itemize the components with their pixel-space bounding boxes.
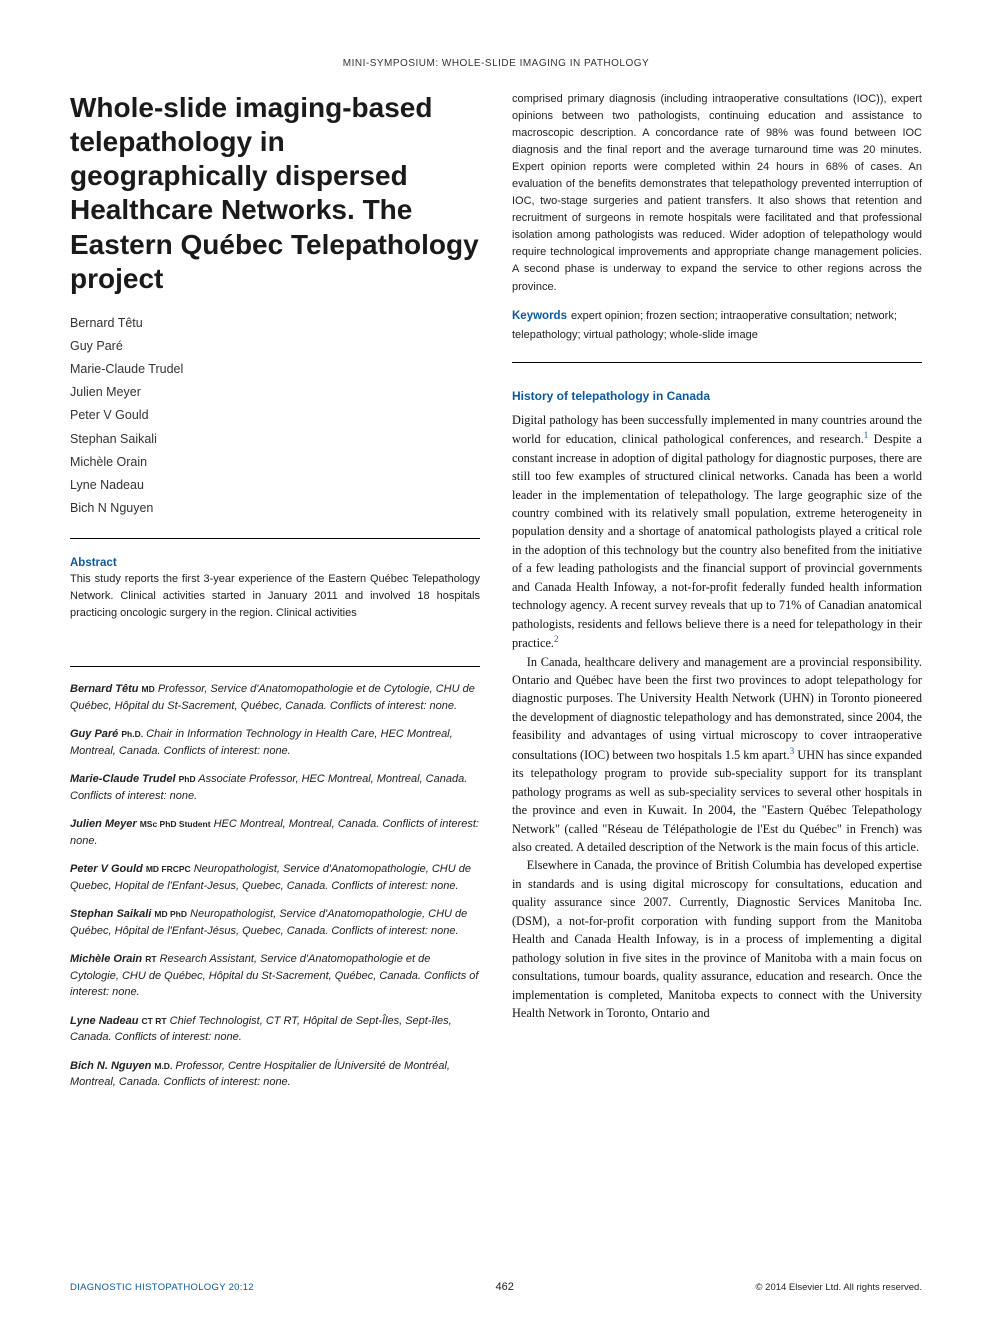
author-bio: Peter V Gould MD FRCPC Neuropathologist,… — [70, 861, 480, 894]
divider — [512, 362, 922, 363]
bio-name: Peter V Gould — [70, 863, 143, 875]
author-bio: Bernard Têtu MD Professor, Service d'Ana… — [70, 681, 480, 714]
body-text: Despite a constant increase in adoption … — [512, 432, 922, 650]
citation-ref[interactable]: 2 — [554, 634, 559, 644]
divider — [70, 666, 480, 667]
author: Lyne Nadeau — [70, 474, 480, 497]
page-footer: DIAGNOSTIC HISTOPATHOLOGY 20:12 462 © 20… — [70, 1281, 922, 1293]
author-bio: Michèle Orain RT Research Assistant, Ser… — [70, 951, 480, 1001]
bio-name: Stephan Saikali — [70, 908, 151, 920]
keywords-block: Keywords expert opinion; frozen section;… — [512, 306, 922, 344]
bio-cred: MSc PhD Student — [140, 819, 211, 829]
bio-name: Bernard Têtu — [70, 683, 138, 695]
body-text: In Canada, healthcare delivery and manag… — [512, 655, 922, 762]
abstract-text-part2: comprised primary diagnosis (including i… — [512, 91, 922, 296]
body-text: Digital pathology has been successfully … — [512, 413, 922, 447]
author-bio: Bich N. Nguyen M.D. Professor, Centre Ho… — [70, 1058, 480, 1091]
bio-name: Michèle Orain — [70, 953, 142, 965]
author: Guy Paré — [70, 335, 480, 358]
abstract-text-part1: This study reports the first 3-year expe… — [70, 571, 480, 622]
abstract-block: Abstract This study reports the first 3-… — [70, 553, 480, 622]
author-bio: Guy Paré Ph.D. Chair in Information Tech… — [70, 726, 480, 759]
bio-cred: MD PhD — [154, 909, 187, 919]
author: Stephan Saikali — [70, 428, 480, 451]
bio-cred: RT — [145, 954, 156, 964]
bio-name: Lyne Nadeau — [70, 1015, 138, 1027]
article-title: Whole-slide imaging-based telepathology … — [70, 91, 480, 296]
bio-name: Bich N. Nguyen — [70, 1060, 151, 1072]
author: Peter V Gould — [70, 404, 480, 427]
bio-cred: MD — [142, 684, 155, 694]
running-head: MINI-SYMPOSIUM: WHOLE-SLIDE IMAGING IN P… — [70, 58, 922, 69]
bio-name: Julien Meyer — [70, 818, 137, 830]
author-bio: Stephan Saikali MD PhD Neuropathologist,… — [70, 906, 480, 939]
author-list: Bernard Têtu Guy Paré Marie-Claude Trude… — [70, 312, 480, 520]
bio-cred: PhD — [179, 774, 196, 784]
author: Bich N Nguyen — [70, 497, 480, 520]
bio-name: Marie-Claude Trudel — [70, 773, 176, 785]
author-bio: Julien Meyer MSc PhD Student HEC Montrea… — [70, 816, 480, 849]
keywords-heading: Keywords — [512, 310, 567, 322]
left-column: Whole-slide imaging-based telepathology … — [70, 91, 480, 1103]
bio-cred: M.D. — [154, 1061, 172, 1071]
two-column-layout: Whole-slide imaging-based telepathology … — [70, 91, 922, 1103]
author-bio: Lyne Nadeau CT RT Chief Technologist, CT… — [70, 1013, 480, 1046]
body-paragraph: Digital pathology has been successfully … — [512, 411, 922, 653]
journal-name: DIAGNOSTIC HISTOPATHOLOGY 20:12 — [70, 1282, 254, 1293]
bio-name: Guy Paré — [70, 728, 118, 740]
abstract-heading: Abstract — [70, 557, 117, 569]
bio-cred: Ph.D. — [121, 729, 143, 739]
divider — [70, 538, 480, 539]
body-paragraph: In Canada, healthcare delivery and manag… — [512, 653, 922, 857]
copyright: © 2014 Elsevier Ltd. All rights reserved… — [756, 1282, 922, 1293]
author: Bernard Têtu — [70, 312, 480, 335]
right-column: comprised primary diagnosis (including i… — [512, 91, 922, 1103]
keywords-list: expert opinion; frozen section; intraope… — [512, 310, 897, 341]
author: Michèle Orain — [70, 451, 480, 474]
bio-cred: MD FRCPC — [146, 864, 191, 874]
body-text: UHN has since expanded its telepathology… — [512, 748, 922, 854]
author: Marie-Claude Trudel — [70, 358, 480, 381]
section-heading: History of telepathology in Canada — [512, 389, 922, 403]
author: Julien Meyer — [70, 381, 480, 404]
page-number: 462 — [496, 1281, 514, 1293]
author-bio: Marie-Claude Trudel PhD Associate Profes… — [70, 771, 480, 804]
body-paragraph: Elsewhere in Canada, the province of Bri… — [512, 856, 922, 1022]
bio-cred: CT RT — [142, 1016, 167, 1026]
